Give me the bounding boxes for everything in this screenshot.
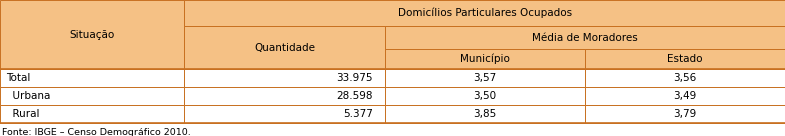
Text: 33.975: 33.975 bbox=[337, 73, 373, 83]
Text: Situação: Situação bbox=[70, 30, 115, 40]
Text: Fonte: IBGE – Censo Demográfico 2010.: Fonte: IBGE – Censo Demográfico 2010. bbox=[2, 128, 190, 136]
Text: 3,79: 3,79 bbox=[674, 109, 696, 119]
Bar bbox=[184, 0, 785, 26]
Text: 5.377: 5.377 bbox=[343, 109, 373, 119]
Text: Total: Total bbox=[6, 73, 31, 83]
Bar bbox=[184, 26, 385, 69]
Bar bbox=[184, 105, 385, 123]
Text: Estado: Estado bbox=[667, 54, 703, 64]
Bar bbox=[585, 49, 785, 69]
Bar bbox=[0, 69, 184, 87]
Text: 3,56: 3,56 bbox=[674, 73, 696, 83]
Text: 3,50: 3,50 bbox=[473, 91, 496, 101]
Bar bbox=[385, 26, 785, 49]
Bar bbox=[184, 69, 385, 87]
Text: Média de Moradores: Média de Moradores bbox=[532, 33, 637, 43]
Text: 3,85: 3,85 bbox=[473, 109, 496, 119]
Bar bbox=[0, 0, 184, 69]
Bar bbox=[0, 87, 184, 105]
Bar bbox=[385, 87, 585, 105]
Text: 3,49: 3,49 bbox=[674, 91, 696, 101]
Text: 28.598: 28.598 bbox=[337, 91, 373, 101]
Bar bbox=[184, 87, 385, 105]
Bar bbox=[585, 87, 785, 105]
Text: 3,57: 3,57 bbox=[473, 73, 496, 83]
Bar bbox=[385, 69, 585, 87]
Bar bbox=[385, 105, 585, 123]
Text: Rural: Rural bbox=[6, 109, 40, 119]
Bar bbox=[585, 69, 785, 87]
Bar bbox=[385, 49, 585, 69]
Text: Urbana: Urbana bbox=[6, 91, 51, 101]
Text: Município: Município bbox=[460, 54, 509, 64]
Bar bbox=[585, 105, 785, 123]
Text: Domicílios Particulares Ocupados: Domicílios Particulares Ocupados bbox=[398, 8, 571, 18]
Bar bbox=[0, 105, 184, 123]
Text: Quantidade: Quantidade bbox=[254, 43, 315, 53]
